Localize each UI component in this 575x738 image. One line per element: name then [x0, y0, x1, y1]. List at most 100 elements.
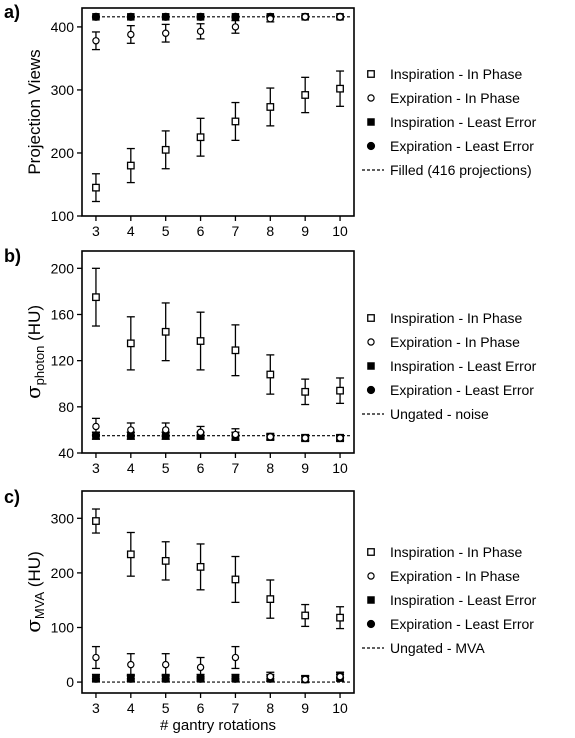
data-point	[266, 15, 275, 23]
y-tick-label: 200	[51, 565, 75, 581]
data-point	[266, 433, 275, 441]
data-point	[231, 117, 240, 126]
y-tick-label: 40	[58, 445, 74, 461]
plot-frame	[81, 7, 355, 217]
data-point	[336, 434, 344, 442]
data-point	[126, 674, 135, 683]
legend-label: Expiration - In Phase	[390, 568, 520, 584]
data-point	[336, 13, 344, 21]
legend: Inspiration - In Phase Expiration - In Ph…	[362, 310, 537, 422]
data-point	[91, 674, 101, 683]
panel-c: c) 0 100 200 300 3 4 5 6 7 8 9 10 σMVA (HU) Inspiratio…	[4, 487, 537, 716]
data-point	[266, 595, 275, 603]
y-tick-label: 200	[51, 260, 75, 276]
x-tick-label: 8	[266, 460, 274, 476]
legend-marker	[367, 596, 375, 604]
legend-label: Expiration - Least Error	[390, 138, 534, 154]
x-tick-label: 4	[127, 223, 135, 239]
legend-marker	[366, 141, 376, 151]
y-tick-label: 100	[51, 208, 75, 224]
data-point	[127, 30, 135, 39]
x-tick-label: 7	[232, 460, 240, 476]
data-point	[196, 133, 205, 142]
y-axis-label: Projection Views	[25, 49, 44, 174]
data-point	[231, 430, 240, 439]
x-tick-label: 4	[127, 700, 135, 716]
y-axis-label: σMVA (HU)	[21, 551, 47, 632]
data-point	[92, 653, 100, 662]
data-point	[336, 672, 344, 681]
panel-label: c)	[4, 487, 20, 507]
legend-label: Inspiration - Least Error	[390, 114, 537, 130]
data-point	[231, 575, 240, 584]
x-tick-label: 7	[232, 700, 240, 716]
data-point	[161, 674, 170, 683]
y-tick-label: 200	[51, 145, 75, 161]
x-tick-label: 6	[197, 460, 205, 476]
data-point	[301, 13, 309, 21]
data-point	[301, 91, 310, 99]
data-point	[127, 426, 135, 434]
data-point	[91, 12, 101, 21]
x-tick-label: 6	[197, 700, 205, 716]
legend-marker	[367, 572, 375, 580]
x-tick-label: 3	[92, 223, 100, 239]
x-tick-label: 5	[162, 460, 170, 476]
data-point	[92, 517, 100, 525]
y-tick-label: 80	[58, 399, 74, 415]
data-point	[196, 12, 205, 21]
x-tick-label: 3	[92, 460, 100, 476]
data-point	[126, 12, 135, 21]
data-point	[301, 675, 309, 684]
panel-label: b)	[4, 246, 21, 266]
legend-label: Inspiration - In Phase	[390, 544, 523, 560]
legend-marker	[367, 70, 375, 78]
panel-a: a) 100 200 300 400 3 4 5 6 7 8 9 10 Projection Views I…	[4, 2, 537, 239]
data-point	[266, 103, 275, 111]
plot-frame	[81, 250, 355, 454]
legend-marker	[367, 338, 375, 346]
data-point	[92, 37, 100, 45]
data-point	[336, 84, 344, 93]
data-point	[126, 550, 135, 559]
data-point	[92, 293, 100, 302]
x-tick-label: 10	[332, 700, 348, 716]
data-point	[301, 387, 310, 396]
data-point	[161, 327, 170, 336]
x-tick-label: 3	[92, 700, 100, 716]
x-tick-label: 10	[332, 460, 348, 476]
data-point	[92, 422, 100, 431]
y-tick-label: 300	[51, 510, 75, 526]
data-point	[161, 12, 170, 21]
data-point	[231, 23, 240, 31]
x-tick-label: 5	[162, 700, 170, 716]
y-tick-label: 120	[51, 353, 75, 369]
data-point	[126, 339, 135, 348]
plot-frame	[81, 490, 355, 694]
data-point	[161, 426, 170, 434]
legend-label: Inspiration - In Phase	[390, 66, 523, 82]
legend-label: Ungated - MVA	[390, 640, 485, 656]
legend-label: Expiration - Least Error	[390, 382, 534, 398]
legend: Inspiration - In Phase Expiration - In Ph…	[362, 544, 537, 656]
legend-marker	[367, 314, 375, 322]
y-tick-label: 0	[66, 674, 74, 690]
data-point	[231, 12, 240, 21]
data-point	[92, 183, 100, 192]
x-tick-label: 9	[301, 460, 309, 476]
data-point	[161, 29, 170, 37]
data-point	[266, 672, 275, 681]
legend-label: Inspiration - Least Error	[390, 592, 537, 608]
data-point	[196, 428, 205, 436]
panel-b: b) 40 80 120 160 200 3 4 5 6 7 8 9 10 σphoton (HU) Insp…	[4, 246, 537, 476]
data-point	[127, 660, 135, 669]
data-point	[196, 562, 205, 571]
legend-label: Expiration - In Phase	[390, 334, 520, 350]
legend-marker	[367, 548, 375, 556]
data-point	[231, 653, 240, 662]
data-point	[301, 434, 309, 442]
data-point	[336, 386, 344, 395]
x-tick-label: 10	[332, 223, 348, 239]
legend: Inspiration - In Phase Expiration - In Ph…	[362, 66, 537, 178]
data-point	[196, 337, 205, 345]
